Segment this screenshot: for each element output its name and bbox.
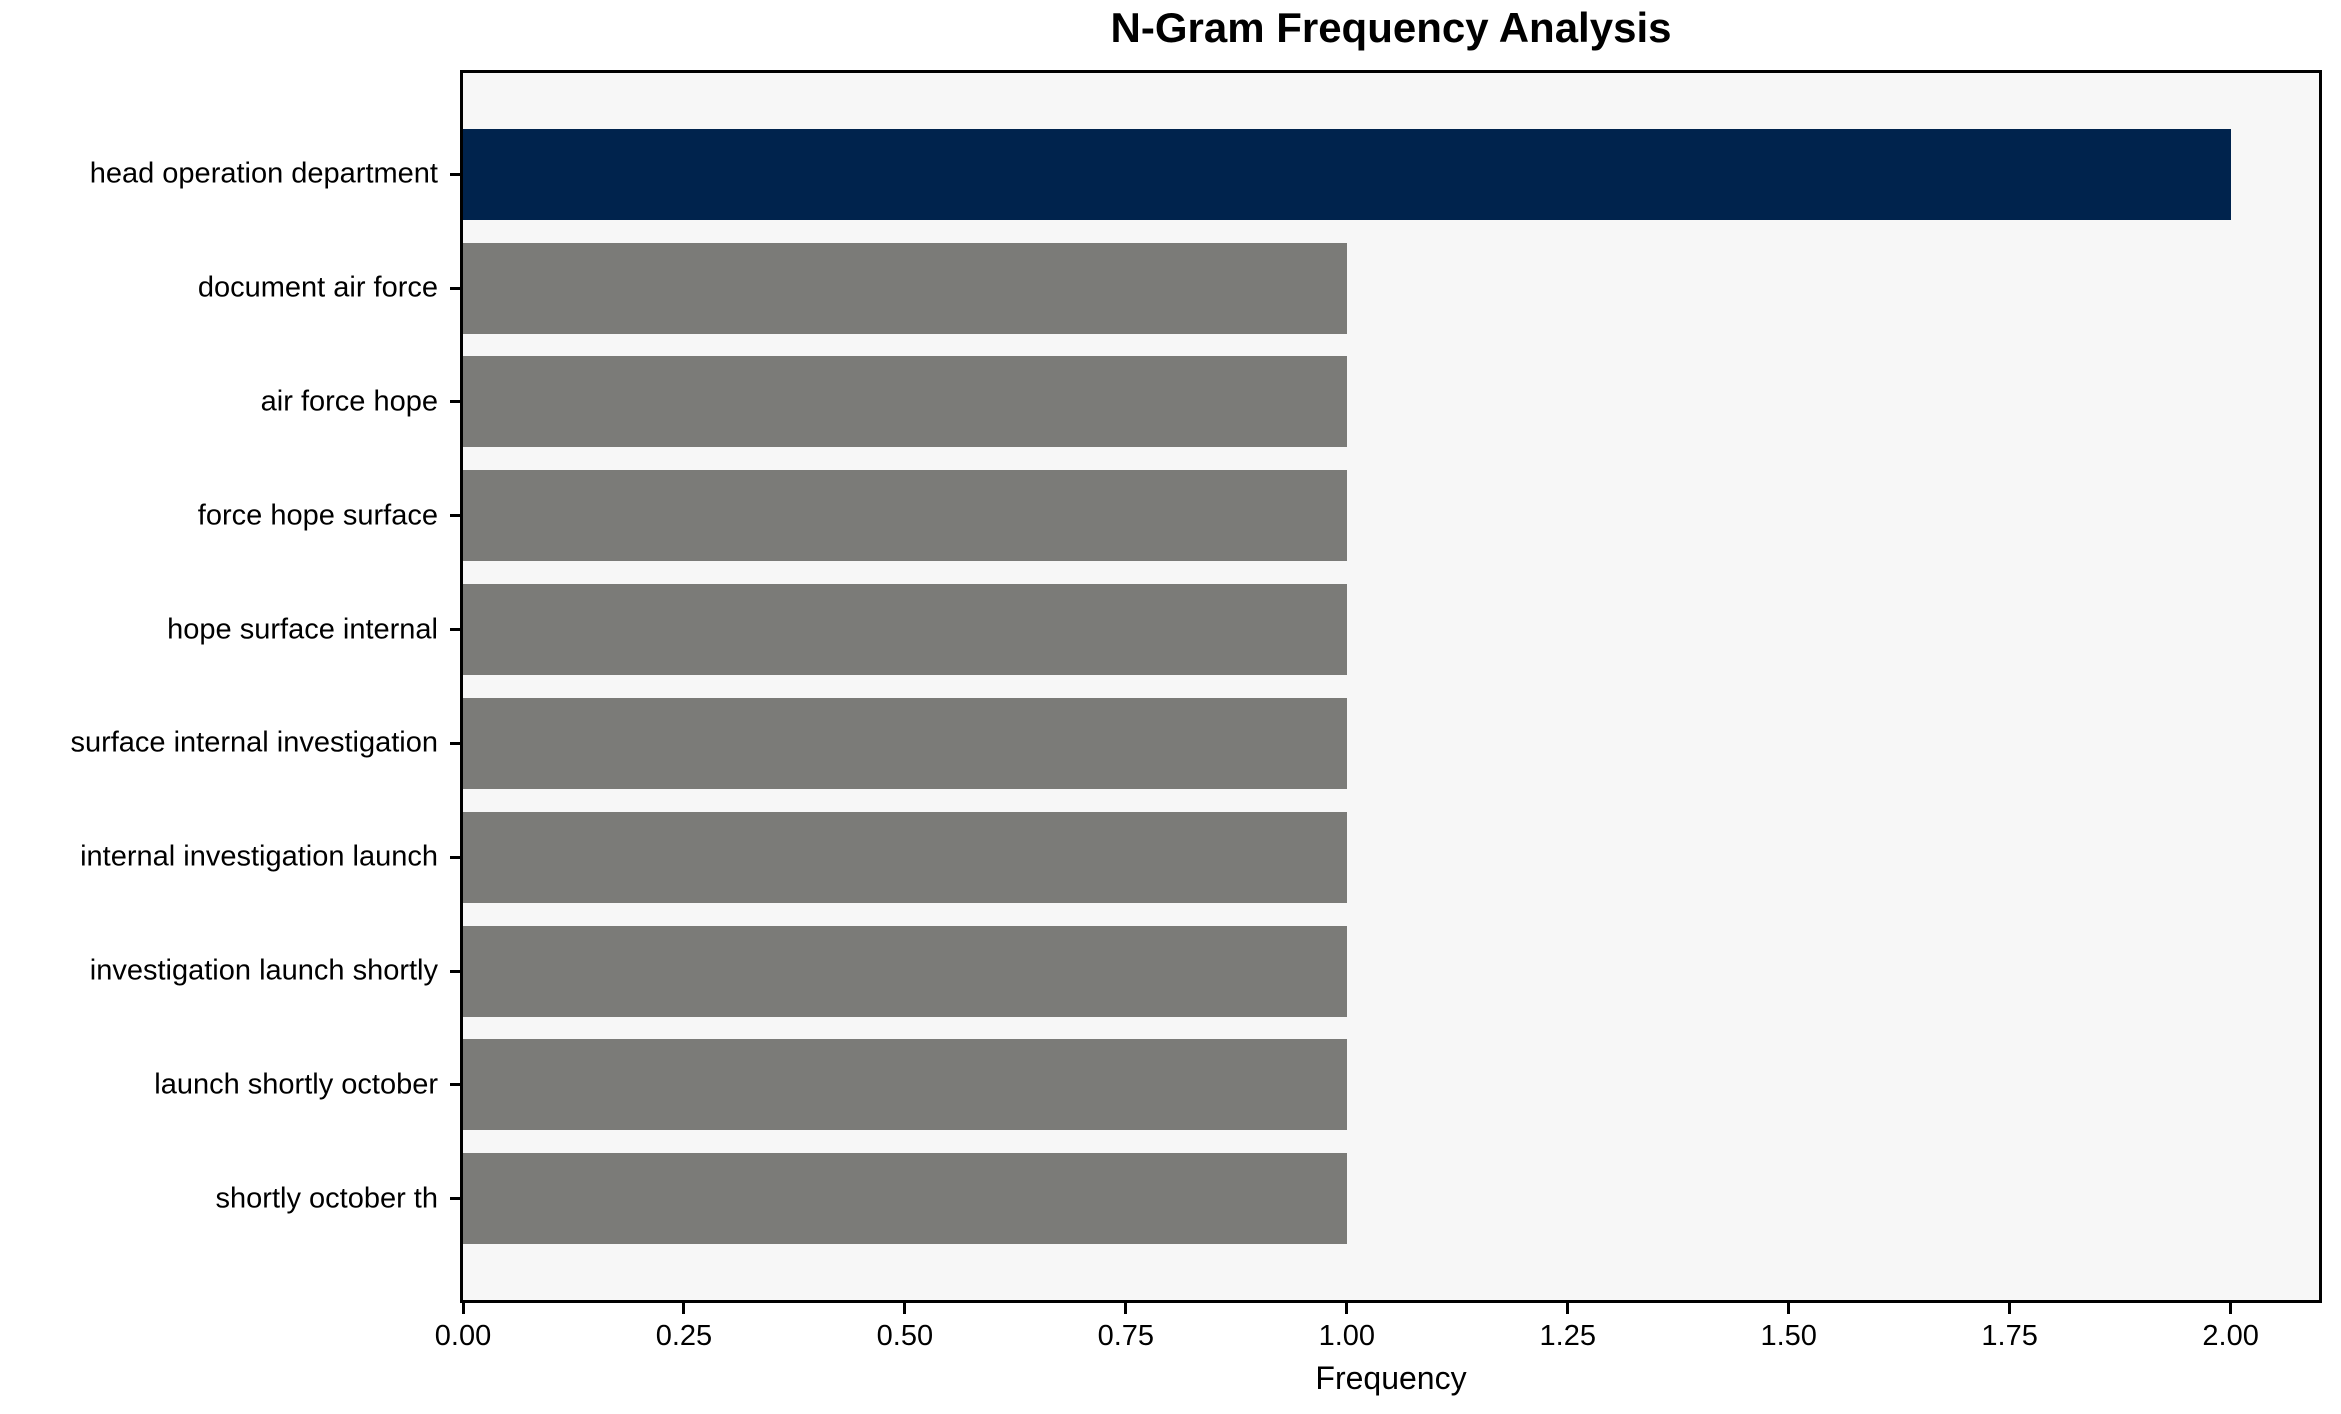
bar xyxy=(463,697,1347,789)
bar xyxy=(463,811,1347,903)
bar xyxy=(463,356,1347,448)
x-tick-label: 0.50 xyxy=(876,1320,934,1352)
y-axis-label: investigation launch shortly xyxy=(89,954,438,987)
x-tick-label: 0.75 xyxy=(1097,1320,1155,1352)
y-axis-label: shortly october th xyxy=(215,1182,438,1215)
x-tick xyxy=(1345,1303,1349,1314)
x-tick xyxy=(903,1303,907,1314)
y-tick xyxy=(450,1083,460,1087)
y-axis-label: internal investigation launch xyxy=(80,840,438,873)
plot-area xyxy=(460,70,2322,1303)
y-tick xyxy=(450,969,460,973)
x-tick xyxy=(1124,1303,1128,1314)
y-tick xyxy=(450,172,460,176)
y-tick xyxy=(450,514,460,518)
x-tick xyxy=(1787,1303,1791,1314)
y-axis-label: document air force xyxy=(197,271,438,304)
x-tick xyxy=(2008,1303,2012,1314)
x-tick xyxy=(2229,1303,2233,1314)
y-tick xyxy=(450,286,460,290)
x-tick-label: 2.00 xyxy=(2202,1320,2259,1352)
y-tick xyxy=(450,855,460,859)
bar xyxy=(463,242,1347,334)
bar xyxy=(463,1039,1347,1131)
x-tick-label: 1.25 xyxy=(1539,1320,1596,1352)
chart-title: N-Gram Frequency Analysis xyxy=(1110,4,1672,51)
bar xyxy=(463,1153,1347,1245)
y-axis-label: air force hope xyxy=(260,385,438,418)
x-tick-label: 1.00 xyxy=(1318,1320,1376,1352)
bar xyxy=(463,584,1347,676)
x-tick xyxy=(682,1303,686,1314)
y-tick xyxy=(450,400,460,404)
x-tick xyxy=(461,1303,465,1314)
y-axis-label: head operation department xyxy=(89,157,438,190)
y-axis-label: launch shortly october xyxy=(154,1068,438,1101)
bar xyxy=(463,128,2231,220)
bar xyxy=(463,925,1347,1017)
bar xyxy=(463,470,1347,562)
y-tick xyxy=(450,741,460,745)
x-axis-title: Frequency xyxy=(1315,1360,1467,1396)
x-tick-label: 1.50 xyxy=(1760,1320,1817,1352)
x-tick-label: 0.00 xyxy=(434,1320,492,1352)
y-axis-label: hope surface internal xyxy=(167,613,438,646)
y-tick xyxy=(450,1197,460,1201)
x-tick-label: 0.25 xyxy=(655,1320,713,1352)
y-axis-label: surface internal investigation xyxy=(70,726,438,759)
y-tick xyxy=(450,628,460,632)
x-tick-label: 1.75 xyxy=(1981,1320,2038,1352)
x-tick xyxy=(1566,1303,1570,1314)
y-axis-label: force hope surface xyxy=(197,499,438,532)
